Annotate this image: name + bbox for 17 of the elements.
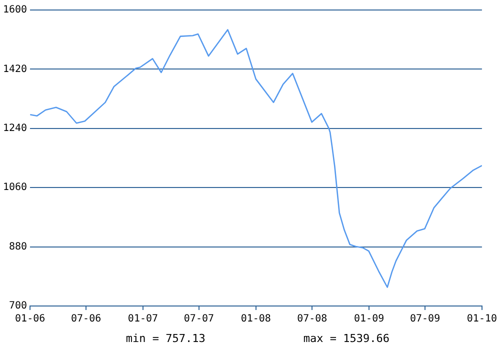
y-tick-label: 1060 — [2, 182, 28, 194]
x-tick-label: 01-10 — [466, 314, 498, 325]
y-tick-label: 700 — [9, 300, 28, 312]
x-tick-label: 07-08 — [297, 314, 328, 325]
text: max = 1539.66 — [303, 332, 390, 345]
y-tick-label: 1600 — [2, 4, 28, 16]
x-tick-label: 01-09 — [354, 314, 384, 325]
x-tick-label: 07-07 — [184, 314, 214, 325]
x-tick-label: 01-06 — [15, 314, 46, 325]
x-tick-label: 01-07 — [128, 314, 158, 325]
y-tick-label: 880 — [9, 241, 28, 252]
text: min = 757.13 — [126, 332, 206, 345]
y-tick-label: 1240 — [2, 122, 28, 134]
y-tick-label: 1420 — [2, 64, 28, 75]
x-tick-label: 07-09 — [410, 314, 440, 325]
x-tick-label: 01-08 — [240, 314, 271, 325]
x-tick-label: 07-06 — [71, 314, 102, 325]
